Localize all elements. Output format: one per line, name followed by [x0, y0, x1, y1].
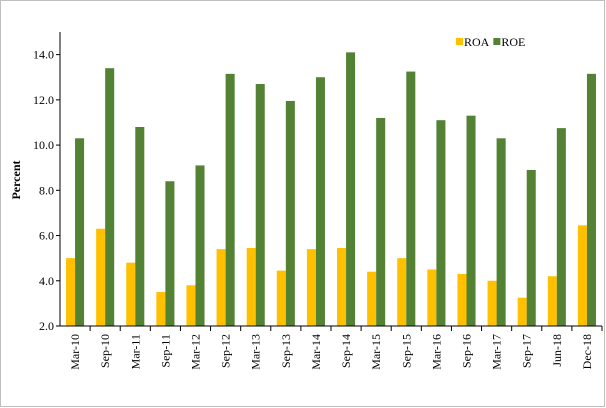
legend-swatch — [493, 38, 501, 45]
bar — [135, 126, 145, 326]
bar — [285, 100, 295, 326]
x-tick-label: Dec-18 — [580, 334, 594, 369]
x-tick-label: Sep-13 — [279, 334, 293, 368]
bar — [517, 297, 527, 326]
bar — [427, 269, 437, 326]
bar — [96, 228, 106, 326]
bar — [367, 271, 377, 326]
bar — [556, 128, 566, 326]
bar — [496, 138, 506, 326]
x-tick-label: Mar-14 — [309, 334, 323, 370]
bar — [547, 276, 557, 326]
x-tick-label: Sep-12 — [219, 334, 233, 368]
bar — [436, 120, 446, 326]
bar — [165, 181, 175, 326]
y-tick-label: 6.0 — [39, 229, 54, 243]
bar — [276, 270, 286, 326]
bar — [216, 249, 226, 326]
y-tick-label: 14.0 — [33, 48, 54, 62]
x-tick-label: Sep-16 — [460, 334, 474, 368]
x-tick-label: Mar-15 — [369, 334, 383, 370]
y-tick-label: 4.0 — [39, 274, 54, 288]
y-axis-label: Percent — [9, 160, 23, 199]
x-tick-label: Mar-10 — [68, 334, 82, 370]
x-tick-label: Sep-14 — [339, 334, 353, 368]
x-tick-label: Sep-15 — [399, 334, 413, 368]
x-tick-label: Sep-10 — [98, 334, 112, 368]
x-tick-label: Mar-11 — [128, 334, 142, 369]
legend-label: ROA — [464, 35, 490, 49]
bar — [315, 77, 325, 326]
y-tick-label: 10.0 — [33, 138, 54, 152]
bar — [246, 247, 256, 326]
bar — [195, 165, 205, 326]
x-tick-label: Mar-13 — [249, 334, 263, 370]
bar — [397, 258, 407, 326]
bar — [577, 225, 587, 326]
bar — [376, 117, 386, 326]
bar — [66, 258, 76, 326]
x-tick-label: Mar-17 — [490, 334, 504, 370]
legend-label: ROE — [501, 35, 525, 49]
bar — [186, 285, 196, 326]
bar — [105, 68, 115, 326]
x-tick-label: Mar-12 — [189, 334, 203, 370]
y-tick-label: 12.0 — [33, 93, 54, 107]
bar — [487, 280, 497, 326]
bar — [406, 71, 416, 326]
x-tick-label: Sep-17 — [520, 334, 534, 368]
bar — [225, 73, 235, 326]
bar — [346, 52, 356, 326]
bar — [337, 247, 347, 326]
bar — [466, 115, 476, 326]
x-tick-label: Sep-11 — [158, 334, 172, 368]
y-tick-label: 2.0 — [39, 319, 54, 333]
bar — [126, 262, 136, 326]
bar — [156, 292, 166, 326]
bar — [75, 138, 85, 326]
bar — [457, 273, 467, 326]
bar — [255, 84, 265, 326]
y-tick-label: 8.0 — [39, 183, 54, 197]
x-tick-label: Mar-16 — [429, 334, 443, 370]
bar — [586, 73, 596, 326]
legend-swatch — [456, 38, 463, 45]
x-tick-label: Jun-18 — [550, 334, 564, 367]
bar — [306, 249, 316, 326]
bar — [526, 169, 536, 326]
